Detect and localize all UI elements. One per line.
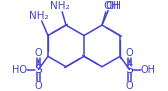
Text: O: O: [126, 81, 133, 91]
Text: OH: OH: [105, 1, 121, 11]
Text: O: O: [126, 49, 133, 59]
Text: S: S: [34, 63, 43, 76]
Text: NH₂: NH₂: [50, 1, 69, 11]
Text: NH₂: NH₂: [29, 11, 49, 21]
Text: O: O: [35, 81, 42, 91]
Text: O: O: [35, 49, 42, 59]
Text: OH: OH: [103, 1, 119, 11]
Text: OH: OH: [141, 65, 156, 75]
Text: S: S: [125, 63, 134, 76]
Text: HO: HO: [12, 65, 27, 75]
